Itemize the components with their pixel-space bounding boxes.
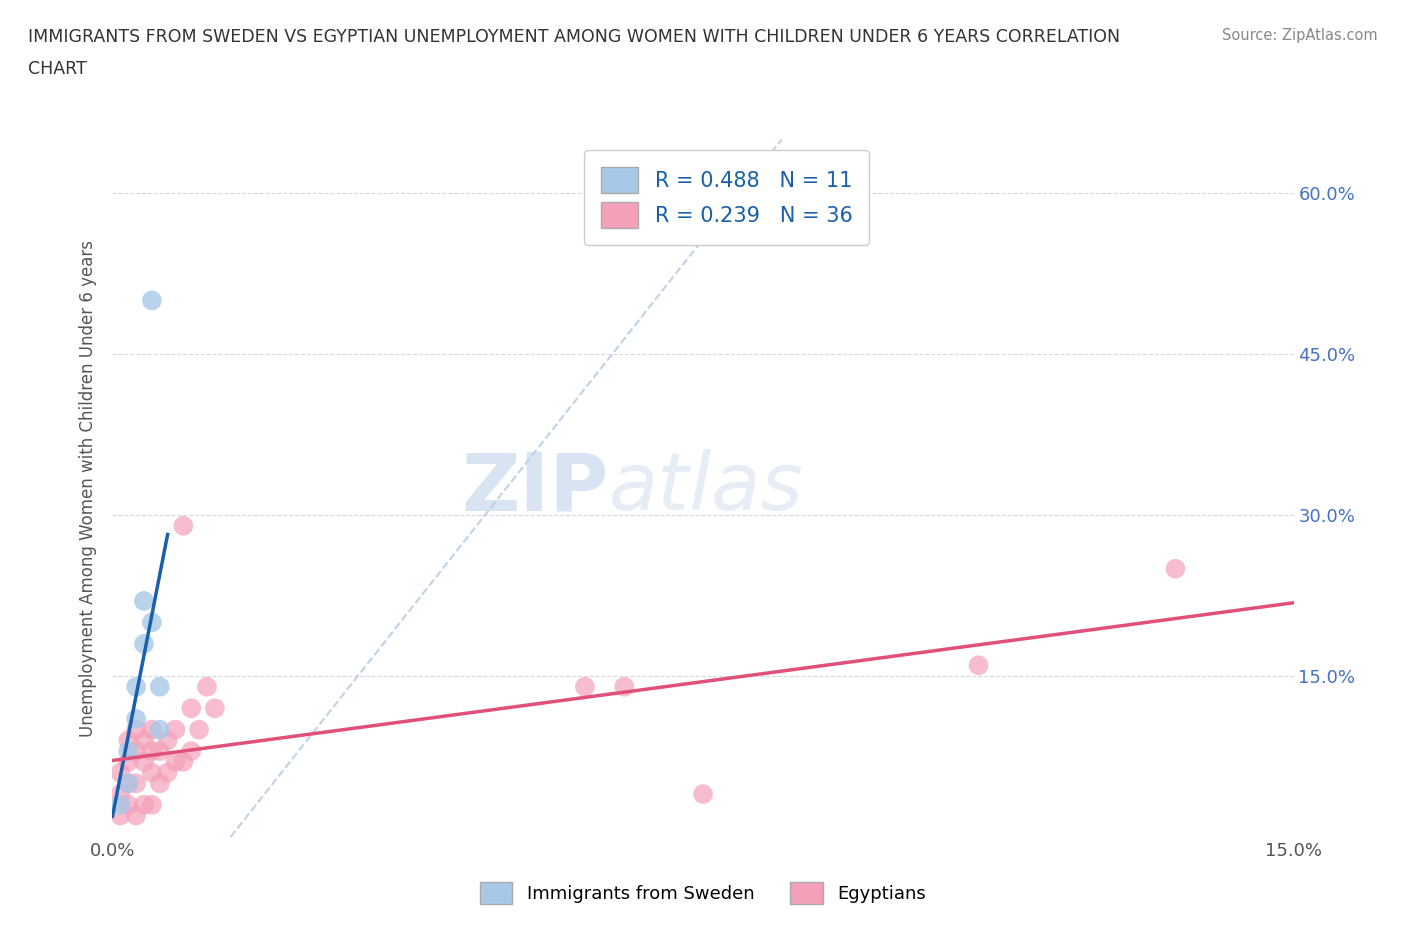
Point xyxy=(141,744,163,759)
Point xyxy=(125,808,148,823)
Point xyxy=(132,797,155,812)
Legend: Immigrants from Sweden, Egyptians: Immigrants from Sweden, Egyptians xyxy=(472,875,934,911)
Point xyxy=(141,723,163,737)
Point xyxy=(172,518,194,533)
Point xyxy=(967,658,990,672)
Point xyxy=(132,593,155,608)
Point xyxy=(110,765,132,780)
Point xyxy=(117,733,139,748)
Legend: R = 0.488   N = 11, R = 0.239   N = 36: R = 0.488 N = 11, R = 0.239 N = 36 xyxy=(583,150,869,246)
Point xyxy=(165,754,187,769)
Point xyxy=(125,744,148,759)
Point xyxy=(141,797,163,812)
Point xyxy=(180,744,202,759)
Point xyxy=(172,754,194,769)
Point xyxy=(125,776,148,790)
Point xyxy=(110,808,132,823)
Point xyxy=(149,723,172,737)
Point xyxy=(156,765,179,780)
Text: Source: ZipAtlas.com: Source: ZipAtlas.com xyxy=(1222,28,1378,43)
Text: ZIP: ZIP xyxy=(461,449,609,527)
Point xyxy=(613,679,636,694)
Point xyxy=(125,711,148,726)
Point xyxy=(117,797,139,812)
Point xyxy=(156,733,179,748)
Point xyxy=(141,615,163,630)
Point xyxy=(149,679,172,694)
Point xyxy=(141,293,163,308)
Point xyxy=(125,723,148,737)
Point xyxy=(117,776,139,790)
Point xyxy=(117,776,139,790)
Text: CHART: CHART xyxy=(28,60,87,78)
Text: IMMIGRANTS FROM SWEDEN VS EGYPTIAN UNEMPLOYMENT AMONG WOMEN WITH CHILDREN UNDER : IMMIGRANTS FROM SWEDEN VS EGYPTIAN UNEMP… xyxy=(28,28,1121,46)
Point xyxy=(132,636,155,651)
Point xyxy=(692,787,714,802)
Point xyxy=(195,679,218,694)
Point xyxy=(574,679,596,694)
Point xyxy=(117,744,139,759)
Point xyxy=(132,754,155,769)
Point xyxy=(149,776,172,790)
Point xyxy=(141,765,163,780)
Point xyxy=(180,701,202,716)
Point xyxy=(132,733,155,748)
Point xyxy=(125,679,148,694)
Point xyxy=(110,787,132,802)
Point xyxy=(188,723,211,737)
Point xyxy=(1164,562,1187,577)
Point xyxy=(110,797,132,812)
Text: atlas: atlas xyxy=(609,449,803,527)
Y-axis label: Unemployment Among Women with Children Under 6 years: Unemployment Among Women with Children U… xyxy=(79,240,97,737)
Point xyxy=(117,754,139,769)
Point xyxy=(165,723,187,737)
Point xyxy=(204,701,226,716)
Point xyxy=(149,744,172,759)
